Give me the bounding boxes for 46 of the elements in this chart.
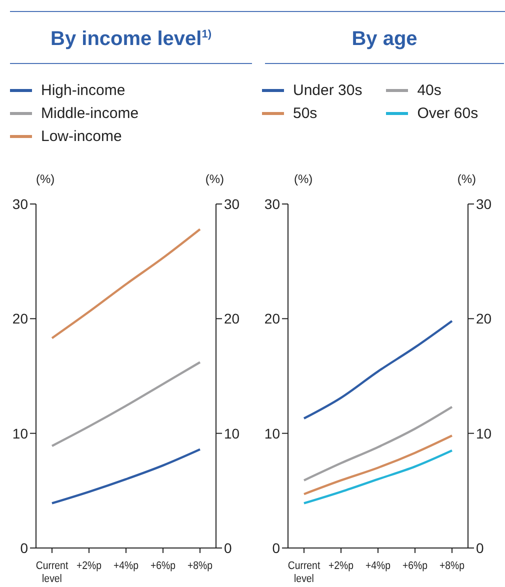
x-tick-label: Current level xyxy=(36,560,68,586)
chart-title: By age xyxy=(352,28,418,50)
line-series xyxy=(302,320,454,420)
y2-tick-label: 10 xyxy=(224,425,240,442)
legend-label: Under 30s xyxy=(293,82,362,99)
y-tick-label: 20 xyxy=(12,310,28,327)
y-tick-label: 30 xyxy=(264,196,280,212)
x-tick-label: Current level xyxy=(288,560,320,586)
line-series xyxy=(302,406,454,482)
line-series xyxy=(50,361,202,448)
y2-axis-title: (%) xyxy=(457,172,476,186)
y2-tick-label: 0 xyxy=(476,540,484,556)
y-tick-label: 0 xyxy=(272,540,280,556)
y2-tick-label: 0 xyxy=(224,540,232,556)
line-series xyxy=(302,434,454,496)
y-tick-label: 30 xyxy=(12,196,28,212)
x-tick-label: +6%p xyxy=(402,560,428,572)
y2-tick-label: 10 xyxy=(476,425,492,442)
line-series xyxy=(50,228,202,340)
y2-tick-label: 20 xyxy=(224,310,240,327)
y2-tick-label: 20 xyxy=(476,310,492,327)
y-tick-label: 20 xyxy=(264,310,280,327)
x-tick-label: +8%p xyxy=(439,560,465,572)
x-tick-label: +6%p xyxy=(150,560,176,572)
x-tick-label: +2%p xyxy=(76,560,102,572)
line-series xyxy=(50,448,202,504)
y-axis-title: (%) xyxy=(36,172,55,186)
chart-title: By income level$^{1)}$ xyxy=(50,28,212,50)
legend-label: 40s xyxy=(417,82,442,99)
y2-tick-label: 30 xyxy=(224,196,240,212)
y-tick-label: 0 xyxy=(20,540,28,556)
line-series xyxy=(302,449,454,504)
x-tick-label: +4%p xyxy=(113,560,139,572)
y-tick-label: 10 xyxy=(264,425,280,442)
legend-label: Middle-income xyxy=(41,105,139,122)
legend-label: Low-income xyxy=(41,128,122,145)
y-axis-title: (%) xyxy=(294,172,313,186)
y2-tick-label: 30 xyxy=(476,196,492,212)
legend-label: High-income xyxy=(41,82,126,99)
x-tick-label: +2%p xyxy=(328,560,354,572)
y2-axis-title: (%) xyxy=(205,172,224,186)
y-tick-label: 10 xyxy=(12,425,28,442)
x-tick-label: +8%p xyxy=(187,560,213,572)
legend-label: 50s xyxy=(293,105,318,122)
legend-label: Over 60s xyxy=(417,105,478,122)
x-tick-label: +4%p xyxy=(365,560,391,572)
